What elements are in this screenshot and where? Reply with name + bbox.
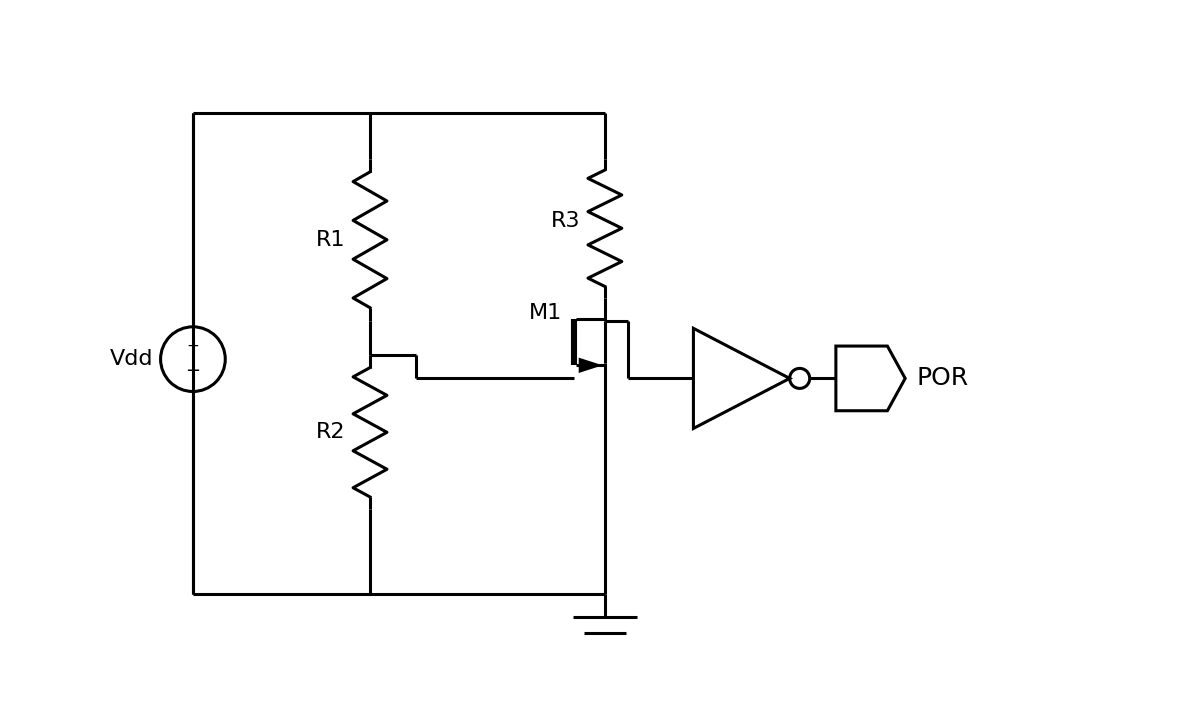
Polygon shape	[693, 328, 790, 428]
Polygon shape	[579, 358, 602, 373]
Text: R3: R3	[550, 210, 580, 230]
Text: R2: R2	[315, 423, 345, 443]
Text: POR: POR	[916, 366, 968, 390]
Text: +: +	[187, 340, 200, 355]
Text: Vdd: Vdd	[110, 349, 152, 369]
Text: −: −	[185, 363, 201, 380]
Text: M1: M1	[529, 303, 562, 323]
Polygon shape	[836, 346, 905, 410]
Text: R1: R1	[315, 230, 345, 250]
